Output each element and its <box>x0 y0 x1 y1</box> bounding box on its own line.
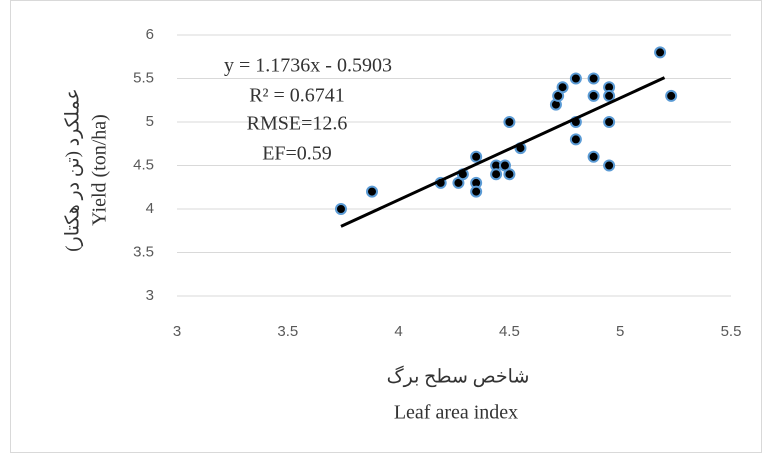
point <box>603 89 616 102</box>
x-tick-label: 3 <box>173 323 181 340</box>
point <box>654 46 667 59</box>
x-axis-label: شاخص سطح برگ <box>387 364 530 387</box>
x-tick-label: 5 <box>616 323 624 340</box>
point <box>334 203 347 215</box>
point <box>470 150 483 163</box>
point <box>587 150 600 163</box>
point <box>569 72 582 85</box>
point <box>603 159 616 172</box>
point <box>470 185 483 198</box>
y-axis-label: Yield (ton/ha) <box>89 114 111 226</box>
annotation: R² = 0.6741 <box>249 85 345 107</box>
y-tick-label: 6 <box>146 26 154 43</box>
y-tick-label: 3.5 <box>133 243 154 260</box>
annotation: y = 1.1736x - 0.5903 <box>224 55 392 77</box>
y-tick-label: 4.5 <box>133 156 154 173</box>
x-tick-label: 4 <box>394 323 402 340</box>
point <box>665 89 678 102</box>
point <box>569 133 582 146</box>
y-tick-label: 5 <box>146 113 154 130</box>
y-axis-label: عملکرد (تن در هکتار) <box>62 88 83 252</box>
x-tick-label: 3.5 <box>277 323 298 340</box>
point <box>587 89 600 102</box>
annotation: RMSE=12.6 <box>247 113 348 135</box>
trendline <box>340 76 666 228</box>
y-tick-label: 3 <box>146 287 154 304</box>
point <box>603 116 616 128</box>
point <box>503 168 516 181</box>
chart-border <box>10 0 762 453</box>
point <box>490 168 503 181</box>
point <box>587 72 600 85</box>
point <box>556 81 569 94</box>
x-tick-label: 4.5 <box>499 323 520 340</box>
point <box>503 116 516 128</box>
x-axis-label: Leaf area index <box>394 402 518 424</box>
y-tick-label: 5.5 <box>133 69 154 86</box>
x-tick-label: 5.5 <box>721 323 742 340</box>
annotation: EF=0.59 <box>262 143 332 165</box>
y-tick-label: 4 <box>146 200 154 217</box>
point <box>366 185 379 198</box>
